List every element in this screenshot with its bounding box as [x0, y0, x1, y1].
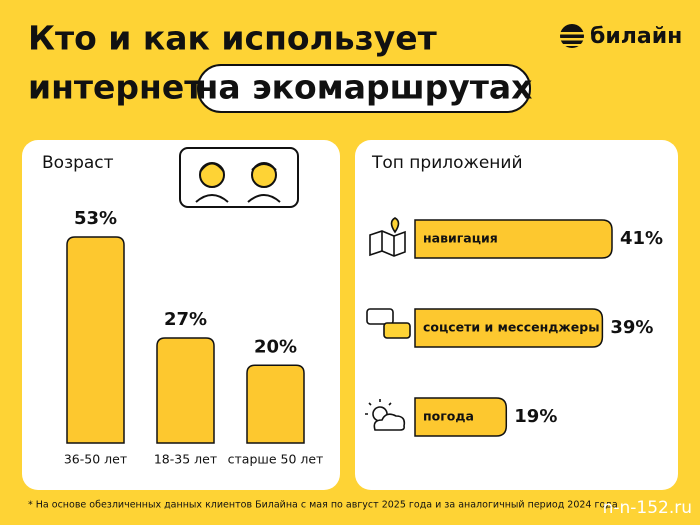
category-label: соцсети и мессенджеры: [423, 320, 600, 335]
bar: [156, 337, 215, 444]
map-icon: [369, 217, 406, 257]
highlight-pill: [197, 64, 531, 113]
value-label: 27%: [164, 309, 207, 330]
value-label: 19%: [514, 406, 557, 427]
title-highlight: на экомаршрутах: [196, 68, 533, 107]
footnote: * На основе обезличенных данных клиентов…: [28, 500, 618, 511]
category-label: навигация: [423, 231, 498, 246]
bar: [246, 364, 305, 444]
people-icon: [179, 147, 299, 208]
bar: [414, 308, 604, 348]
weather-icon: [365, 399, 406, 431]
chart-title: Топ приложений: [371, 153, 523, 173]
watermark: n-n-152.ru: [603, 498, 692, 518]
bar: [414, 219, 613, 259]
category-label: 36-50 лет: [64, 452, 127, 467]
category-label: старше 50 лет: [228, 452, 324, 467]
value-label: 53%: [74, 208, 117, 229]
title: интернет: [28, 68, 203, 107]
title: Кто и как использует: [28, 19, 437, 58]
category-label: погода: [423, 409, 474, 424]
category-label: 18-35 лет: [154, 452, 217, 467]
bar: [66, 236, 125, 444]
chat-icon: [366, 308, 411, 339]
value-label: 41%: [620, 228, 663, 249]
brand-logo: [560, 24, 584, 48]
brand: билайн: [590, 24, 682, 49]
chart-title: Возраст: [42, 153, 114, 173]
value-label: 20%: [254, 336, 297, 357]
bar: [414, 397, 508, 437]
value-label: 39%: [610, 317, 653, 338]
